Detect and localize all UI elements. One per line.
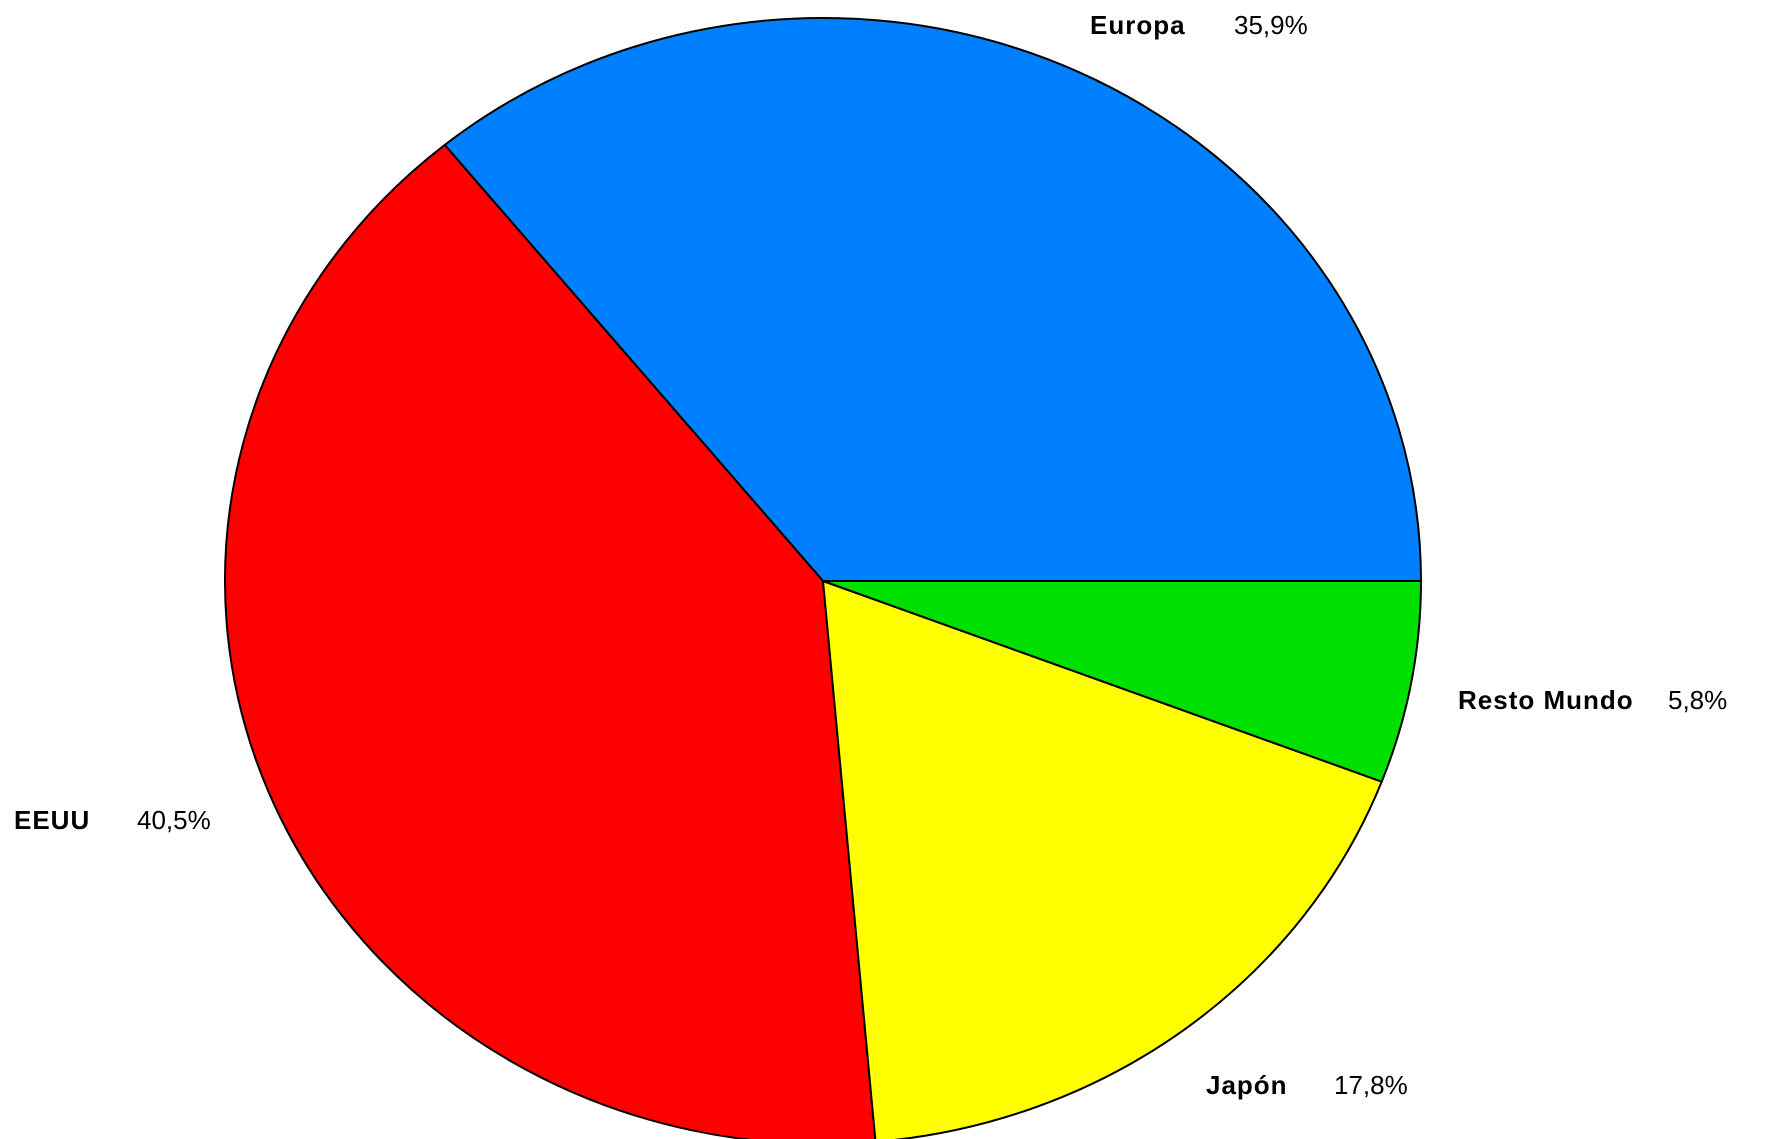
- label-resto-mundo-name: Resto Mundo: [1458, 685, 1634, 715]
- label-eeuu-name: EEUU: [14, 805, 90, 835]
- pie-labels: Europa 35,9% EEUU 40,5% Japón 17,8% Rest…: [14, 10, 1727, 1100]
- label-europa-value: 35,9%: [1234, 10, 1308, 40]
- label-eeuu-value: 40,5%: [137, 805, 211, 835]
- pie-slice-jap-n: [822, 580, 1383, 1139]
- label-resto-mundo-value: 5,8%: [1668, 685, 1727, 715]
- pie-slices: [223, 17, 1422, 1139]
- label-japon-name: Japón: [1206, 1070, 1288, 1100]
- pie-slice-eeuu: [223, 143, 877, 1139]
- label-japon-value: 17,8%: [1334, 1070, 1408, 1100]
- pie-slice-europa: [443, 17, 1422, 582]
- pie-slice-resto-mundo: [822, 580, 1422, 783]
- label-europa-name: Europa: [1090, 10, 1186, 40]
